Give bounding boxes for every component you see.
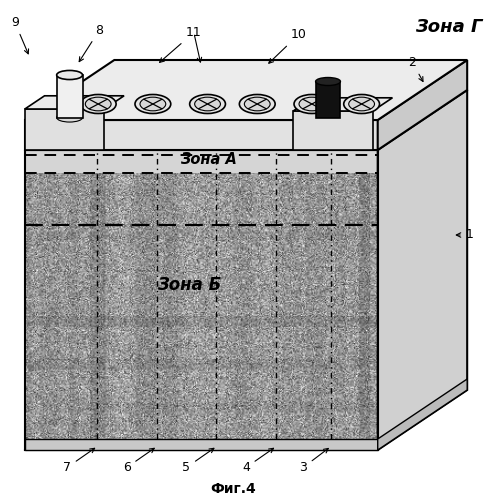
Ellipse shape <box>245 97 270 111</box>
Text: 10: 10 <box>269 28 306 63</box>
Ellipse shape <box>240 94 275 114</box>
Polygon shape <box>25 120 378 150</box>
Ellipse shape <box>349 97 375 111</box>
Polygon shape <box>293 98 393 111</box>
Polygon shape <box>25 96 124 109</box>
Ellipse shape <box>195 97 221 111</box>
Polygon shape <box>378 379 467 450</box>
Ellipse shape <box>140 97 166 111</box>
Polygon shape <box>25 60 467 120</box>
Ellipse shape <box>190 94 226 114</box>
Polygon shape <box>378 60 467 150</box>
Text: Зона Г: Зона Г <box>414 18 482 36</box>
Text: 11: 11 <box>160 26 202 63</box>
Text: 9: 9 <box>11 16 28 54</box>
Polygon shape <box>293 111 373 150</box>
Polygon shape <box>57 75 83 118</box>
Text: Фиг.4: Фиг.4 <box>211 482 256 496</box>
Ellipse shape <box>57 113 83 122</box>
Ellipse shape <box>316 78 340 86</box>
Ellipse shape <box>344 94 380 114</box>
Text: 1: 1 <box>456 228 474 241</box>
Text: Зона А: Зона А <box>180 152 237 168</box>
Ellipse shape <box>135 94 171 114</box>
Text: 6: 6 <box>123 448 154 474</box>
Ellipse shape <box>294 94 330 114</box>
Text: 2: 2 <box>409 56 423 82</box>
Text: 4: 4 <box>242 448 273 474</box>
Text: 5: 5 <box>182 448 214 474</box>
Polygon shape <box>25 150 378 172</box>
Polygon shape <box>316 82 340 118</box>
Ellipse shape <box>81 94 116 114</box>
Ellipse shape <box>299 97 325 111</box>
Polygon shape <box>25 439 378 450</box>
Text: 7: 7 <box>63 448 94 474</box>
Polygon shape <box>25 109 104 150</box>
Ellipse shape <box>85 97 111 111</box>
Text: 3: 3 <box>299 448 329 474</box>
Polygon shape <box>378 90 467 450</box>
Ellipse shape <box>57 70 83 80</box>
Text: Зона Б: Зона Б <box>157 276 221 294</box>
Text: 8: 8 <box>79 24 103 62</box>
